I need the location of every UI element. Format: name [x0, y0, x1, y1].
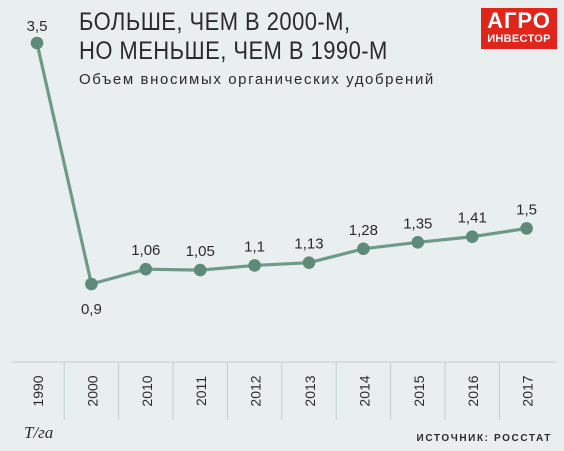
- data-point: [85, 277, 98, 291]
- data-label: 3,5: [27, 18, 48, 35]
- data-label: 1,5: [516, 201, 537, 218]
- x-tick-label: 2012: [248, 375, 264, 406]
- chart-title: БОЛЬШЕ, ЧЕМ В 2000-М, НО МЕНЬШЕ, ЧЕМ В 1…: [79, 8, 388, 66]
- data-point: [357, 242, 370, 256]
- x-tick-label: 2015: [411, 375, 427, 406]
- source-label: ИСТОЧНИК: РОССТАТ: [416, 433, 552, 444]
- x-tick-label: 2011: [193, 376, 209, 406]
- logo-line1: АГРО: [487, 8, 551, 33]
- series-line: [35, 42, 527, 286]
- data-label: 1,35: [403, 215, 432, 232]
- x-tick-label: 1990: [30, 375, 46, 406]
- chart-title-line1: БОЛЬШЕ, ЧЕМ В 2000-М,: [79, 8, 351, 36]
- x-tick-label: 2013: [302, 375, 318, 406]
- data-point: [411, 235, 425, 249]
- data-label: 1,1: [244, 238, 265, 255]
- unit-label: Т/га: [24, 423, 54, 442]
- data-label: 1,06: [131, 242, 160, 259]
- data-point: [302, 256, 316, 269]
- x-tick-label: 2014: [356, 375, 372, 406]
- data-point: [465, 230, 479, 244]
- x-tick-label: 2010: [139, 375, 155, 406]
- agroinvestor-logo: АГРО ИНВЕСТОР: [481, 8, 557, 49]
- data-label: 1,05: [186, 243, 215, 260]
- data-label: 1,41: [458, 210, 487, 227]
- data-point: [520, 222, 533, 235]
- data-label: 1,13: [294, 236, 323, 253]
- x-tick-label: 2017: [520, 375, 536, 406]
- x-tick-label: 2000: [84, 375, 100, 406]
- data-label: 1,28: [349, 222, 378, 239]
- data-point: [139, 262, 153, 276]
- chart-subtitle: Объем вносимых органических удобрений: [79, 71, 435, 88]
- data-point: [30, 36, 44, 50]
- logo-line2: ИНВЕСТОР: [487, 33, 551, 45]
- data-point: [193, 263, 207, 277]
- data-label: 0,9: [81, 301, 102, 318]
- data-point: [248, 259, 261, 272]
- chart-title-line2: НО МЕНЬШЕ, ЧЕМ В 1990-М: [79, 37, 388, 65]
- x-tick-label: 2016: [465, 375, 481, 406]
